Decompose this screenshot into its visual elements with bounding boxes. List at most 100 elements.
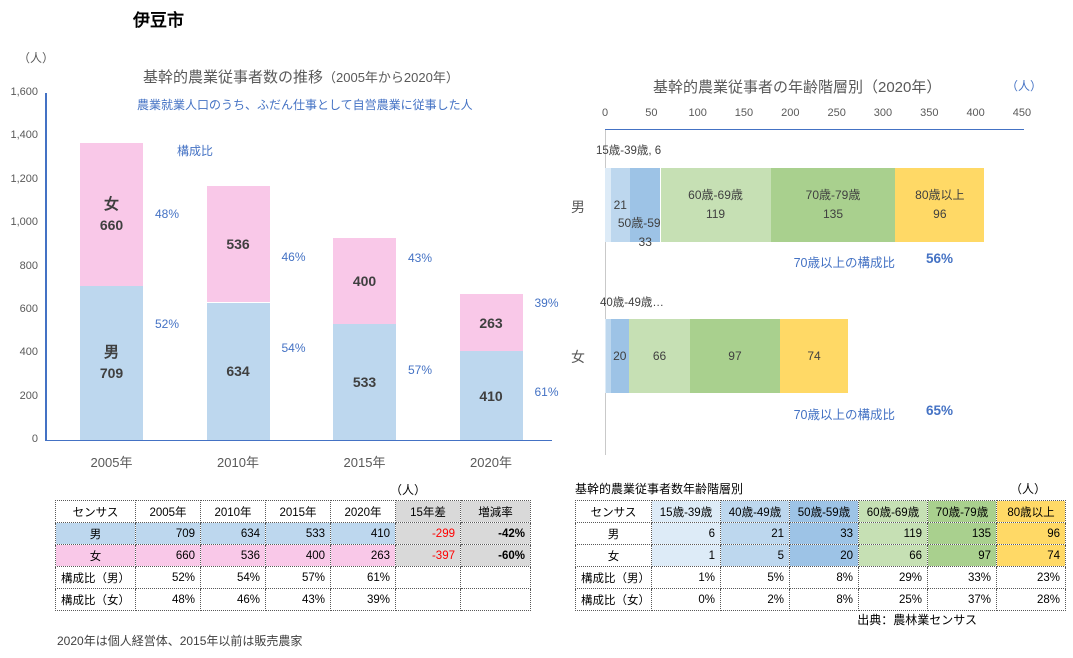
header-cell: 50歳-59歳 [789,500,859,523]
value-cell: 410 [330,522,396,545]
x-axis-tick-label: 400 [966,107,985,119]
age-category-axis-line [605,130,606,455]
segment-label-block: 70歳-79歳 135 [788,186,878,224]
female-bar-segment [459,294,523,352]
rate-cell: -60% [460,544,531,567]
value-cell: 634 [200,522,266,545]
age-chart-title: 基幹的農業従事者の年齢階層別（2020年） [653,79,942,96]
value-cell: 57% [265,566,331,589]
age-male-ratio-label: 70歳以上の構成比 [793,256,895,270]
value-cell: 37% [927,588,997,611]
rate-cell: -42% [460,522,531,545]
trend-chart-title: 基幹的農業従事者数の推移（2005年から2020年） [143,66,459,87]
segment-age-name: 80歳以上 [915,188,965,202]
y-axis-tick-label: 400 [19,346,38,359]
male-bar-value: 634 [226,363,250,380]
segment-value: 135 [822,207,844,221]
segment-label-block: 80歳以上 96 [895,186,985,224]
y-axis-tick-label: 1,200 [10,172,38,185]
male-bar-value: 410 [479,387,503,404]
male-bar-label: 男 709 [80,342,143,383]
x-axis-tick-label: 350 [920,107,939,119]
header-cell: 80歳以上 [996,500,1066,523]
y-axis-tick-label: 1,400 [10,129,38,142]
x-axis-tick-label: 450 [1012,107,1032,119]
value-cell: 6 [651,522,721,545]
male-bar-segment [459,351,523,440]
trend-x-axis-line [45,439,552,441]
segment-value: 21 [613,198,627,212]
value-cell: 660 [135,544,201,567]
x-axis-tick-label: 100 [688,107,707,119]
age-female-ratio-value: 65% [926,403,954,418]
row-label-cell: 構成比（女） [575,588,652,611]
source-note: 出典：農林業センサス [857,613,977,627]
diff-cell: -397 [395,544,461,567]
series-name: 男 [103,344,119,362]
age-unit-label: （人） [1006,79,1043,93]
header-cell: 2015年 [265,500,331,523]
value-cell: 400 [265,544,331,567]
x-axis-tick-label: 150 [734,107,754,119]
female-share-label: 43% [408,251,433,265]
value-cell: 97 [927,544,997,567]
y-axis-tick-label: 0 [31,433,38,445]
value-cell: 119 [858,522,928,545]
age-male-ratio-value: 56% [926,251,954,266]
empty-cell [395,566,461,589]
segment-age-name: 70歳-79歳 [805,188,861,202]
age-row-label-male: 男 [571,199,585,215]
trend-chart-subtitle: 農業就業人口のうち、ふだん仕事として自営農業に従事した人 [137,98,473,112]
age-segment-50歳-59歳 [629,168,661,242]
segment-value: 74 [807,349,821,363]
value-cell: 263 [330,544,396,567]
series-name: 女 [103,195,119,213]
y-axis-tick-label: 200 [19,389,38,402]
male-bar-segment [206,302,270,440]
age-segment-40歳-49歳 [605,319,611,393]
value-cell: 43% [265,588,331,611]
age-summary-table: センサス 15歳-39歳 40歳-49歳 50歳-59歳 60歳-69歳 70歳-79歳 8… [575,500,1066,611]
value-cell: 25% [858,588,928,611]
row-label-cell: 男 [575,522,652,545]
value-cell: 2% [720,588,790,611]
male-share-label: 57% [408,363,433,377]
header-cell: 60歳-69歳 [858,500,928,523]
value-cell: 0% [651,588,721,611]
row-label-cell: 男 [55,522,136,545]
value-cell: 74 [996,544,1066,567]
header-cell: 40歳-49歳 [720,500,790,523]
segment-age-name: 60歳-69歳 [688,188,743,202]
value-cell: 33 [789,522,859,545]
trend-table: センサス 2005年 2010年 2015年 2020年 15年差 増減率男 709 634 53… [55,500,531,611]
row-label-cell: 構成比（男） [575,566,652,589]
value-cell: 5 [720,544,790,567]
female-share-label: 48% [155,207,180,221]
segment-value: 96 [933,207,947,221]
value-cell: 52% [135,566,201,589]
empty-cell [460,588,531,611]
trend-legend-note: 構成比 [177,144,214,158]
value-cell: 8% [789,588,859,611]
empty-cell [460,566,531,589]
header-cell: 2005年 [135,500,201,523]
value-cell: 709 [135,522,201,545]
age-table: センサス 15歳-39歳 40歳-49歳 50歳-59歳 60歳-69歳 70歳-79歳 8… [575,500,1066,611]
header-cell: センサス [575,500,652,523]
trend-summary-table: センサス 2005年 2010年 2015年 2020年 15年差 増減率男 709 634 53… [55,500,531,611]
age-row-label-female: 女 [571,349,585,365]
female-share-label: 46% [281,250,306,264]
segment-value: 66 [652,349,667,363]
segment-label-block: 50歳-59歳 33 [600,214,690,252]
x-axis-category-label: 2015年 [343,455,386,470]
segment-value: 119 [705,207,726,221]
age-male-callout: 15歳-39歳, 6 [596,145,662,157]
page-title: 伊豆市 [133,11,184,30]
male-share-label: 54% [281,341,306,355]
right-table-title: 基幹的農業従事者数年齢階層別 [575,482,744,496]
footnote: 2020年は個人経営体、2015年以前は販売農家 [57,634,303,648]
trend-y-axis-line [45,93,47,440]
value-cell: 66 [858,544,928,567]
trend-unit-label: （人） [18,51,55,65]
header-cell: 70歳-79歳 [927,500,997,523]
